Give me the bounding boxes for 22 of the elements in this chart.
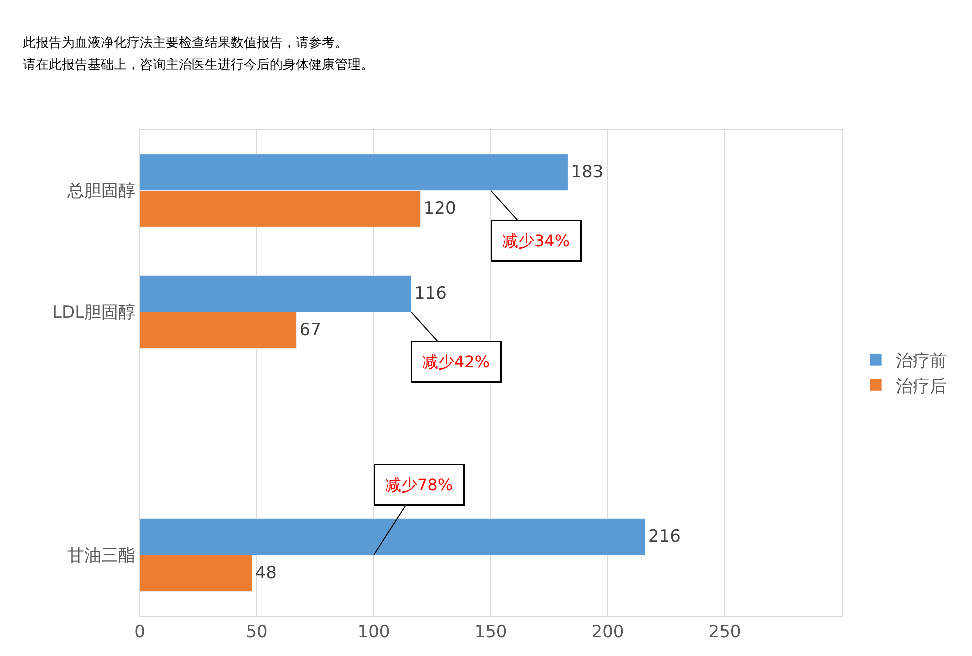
data-label: 120 [424, 198, 456, 219]
text: 请在此报告基础上，咨询主治医生进行今后的身体健康管理。 [23, 57, 374, 73]
x-tick-label: 150 [474, 622, 508, 642]
legend-label: 治疗前 [896, 352, 948, 372]
data-label: 216 [648, 527, 681, 548]
annotation: 减少34% [502, 232, 570, 250]
x-tick-label: 50 [246, 622, 268, 642]
text: 此报告为血液净化疗法主要检查结果数值报告，请参考。 [23, 35, 348, 51]
data-label: 116 [414, 284, 447, 304]
annotation: 减少78% [386, 476, 454, 494]
y-tick-label: 总胆固醇 [66, 182, 136, 202]
x-tick-label: 100 [358, 622, 390, 642]
y-tick-label: 甘油三酯 [68, 546, 136, 566]
data-label: 183 [571, 162, 604, 183]
x-tick-label: 250 [708, 622, 742, 642]
legend-label: 治疗后 [896, 376, 948, 397]
y-tick-label: LDL胆固醇 [52, 303, 136, 324]
data-label: 67 [300, 320, 322, 340]
x-tick-label: 0 [134, 622, 146, 642]
data-label: 48 [255, 563, 277, 584]
annotation: 减少42% [422, 352, 490, 372]
x-tick-label: 200 [592, 622, 624, 642]
